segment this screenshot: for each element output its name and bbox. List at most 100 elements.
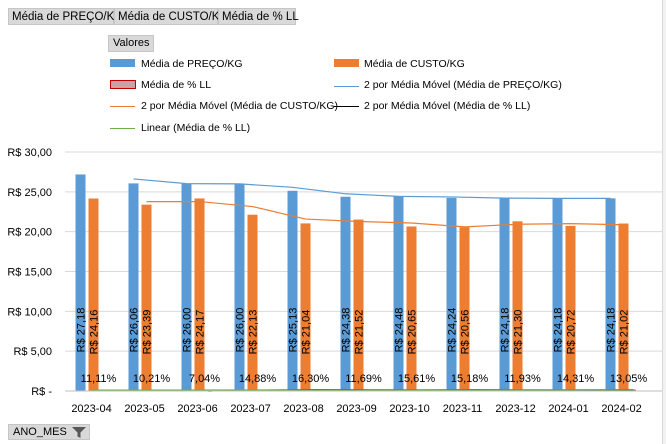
x-tick-label: 2023-09 [336, 403, 376, 415]
legend-label-ma-preco: 2 por Média Móvel (Média de PREÇO/KG) [364, 79, 562, 91]
data-label-preco: R$ 27,18 [76, 308, 88, 353]
legend-swatch-ma-ll [334, 106, 359, 107]
bar-preco [181, 183, 192, 391]
x-tick-label: 2023-12 [495, 403, 535, 415]
axis-field-button[interactable]: ANO_MES [8, 424, 90, 440]
data-label-preco: R$ 26,00 [235, 308, 247, 353]
x-tick-label: 2023-11 [443, 403, 483, 415]
data-label-ll: 14,31% [557, 373, 595, 385]
bar-custo [300, 223, 311, 391]
bar-custo [459, 227, 470, 391]
data-label-custo: R$ 21,30 [513, 310, 525, 355]
bar-ll [155, 389, 159, 392]
moving-average-ll-line [156, 389, 634, 391]
legend-swatch-custo [334, 59, 359, 67]
bar-custo [512, 221, 523, 391]
data-label-custo: R$ 21,52 [354, 310, 366, 355]
x-tick-label: 2024-01 [548, 403, 588, 415]
moving-average-preco-line [133, 178, 611, 199]
moving-average-custo-line [146, 200, 624, 228]
data-label-custo: R$ 24,17 [195, 310, 207, 355]
legend-label-ll: Média de % LL [141, 79, 212, 91]
data-label-preco: R$ 24,38 [341, 308, 353, 353]
legend-swatch-ma-custo [110, 106, 135, 107]
data-label-ll: 15,18% [451, 373, 489, 385]
x-tick-label: 2023-07 [230, 403, 270, 415]
legend-label-custo: Média de CUSTO/KG [364, 58, 465, 70]
data-label-ll: 14,88% [239, 373, 277, 385]
data-label-custo: R$ 21,04 [301, 310, 313, 355]
x-tick-label: 2023-05 [124, 403, 164, 415]
data-label-custo: R$ 24,16 [89, 310, 101, 355]
bar-custo [194, 198, 205, 391]
data-label-preco: R$ 24,18 [553, 308, 565, 353]
y-tick-label: R$ 5,00 [13, 346, 52, 358]
y-tick-label: R$ 10,00 [7, 306, 52, 318]
pivot-field-custo[interactable]: Média de CUSTO/KG [114, 8, 228, 25]
data-label-custo: R$ 23,39 [142, 310, 154, 355]
window-edge [662, 0, 666, 444]
bar-ll [367, 389, 371, 392]
data-label-custo: R$ 22,13 [248, 310, 260, 355]
data-label-ll: 7,04% [189, 373, 220, 385]
legend-swatch-linear [110, 128, 135, 129]
data-label-ll: 13,05% [610, 373, 648, 385]
legend-swatch-ll [110, 80, 136, 89]
data-label-preco: R$ 24,18 [500, 308, 512, 353]
y-tick-label: R$ 25,00 [7, 187, 52, 199]
data-label-preco: R$ 24,48 [394, 308, 406, 353]
x-tick-label: 2023-08 [283, 403, 323, 415]
data-label-ll: 16,30% [292, 373, 330, 385]
legend-swatch-ma-preco [334, 86, 359, 87]
bar-preco [234, 183, 245, 391]
bar-ll [314, 389, 318, 392]
bar-preco [605, 198, 616, 391]
bar-preco [287, 190, 298, 391]
bar-ll [526, 389, 530, 392]
bar-ll [261, 389, 265, 392]
bar-custo [353, 219, 364, 391]
data-label-preco: R$ 24,24 [447, 308, 459, 353]
x-tick-label: 2023-06 [177, 403, 217, 415]
y-tick-label: R$ 15,00 [7, 267, 52, 279]
bar-preco [393, 195, 404, 391]
data-label-ll: 11,69% [345, 373, 382, 385]
data-label-preco: R$ 26,06 [129, 308, 141, 353]
data-label-ll: 10,21% [133, 373, 171, 385]
bar-custo [618, 223, 629, 391]
bar-preco [75, 174, 86, 391]
data-label-custo: R$ 20,72 [566, 310, 578, 355]
bar-ll [208, 390, 212, 392]
bar-custo [565, 225, 576, 391]
values-field-button[interactable]: Valores [108, 35, 155, 52]
x-tick-label: 2023-04 [71, 403, 111, 415]
pivot-field-preco[interactable]: Média de PREÇO/KG [8, 8, 123, 25]
data-label-preco: R$ 24,18 [606, 308, 618, 353]
data-label-ll: 11,93% [504, 373, 541, 385]
data-label-ll: 15,61% [398, 373, 436, 385]
bar-preco [499, 198, 510, 391]
filter-icon[interactable] [71, 426, 87, 439]
bar-ll [420, 389, 424, 392]
legend-label-ma-ll: 2 por Média Móvel (Média de % LL) [364, 100, 531, 112]
y-tick-label: R$ - [31, 386, 52, 398]
bar-ll [102, 389, 106, 392]
axis-field-label: ANO_MES [13, 426, 67, 438]
pivot-field-ll[interactable]: Média de % LL [218, 8, 299, 25]
x-tick-label: 2024-02 [601, 403, 641, 415]
legend-label-preco: Média de PREÇO/KG [141, 58, 243, 70]
bar-custo [247, 214, 258, 391]
bar-custo [141, 204, 152, 391]
bar-custo [406, 226, 417, 391]
data-label-preco: R$ 26,00 [182, 308, 194, 353]
data-label-ll: 11,11% [81, 373, 117, 385]
bar-preco [446, 197, 457, 391]
bar-preco [128, 183, 139, 391]
data-label-custo: R$ 20,56 [460, 310, 472, 355]
legend-label-ma-custo: 2 por Média Móvel (Média de CUSTO/KG) [141, 100, 339, 112]
data-label-preco: R$ 25,13 [288, 308, 300, 353]
bar-preco [552, 198, 563, 391]
bar-ll [632, 389, 636, 392]
bar-ll [579, 389, 583, 392]
